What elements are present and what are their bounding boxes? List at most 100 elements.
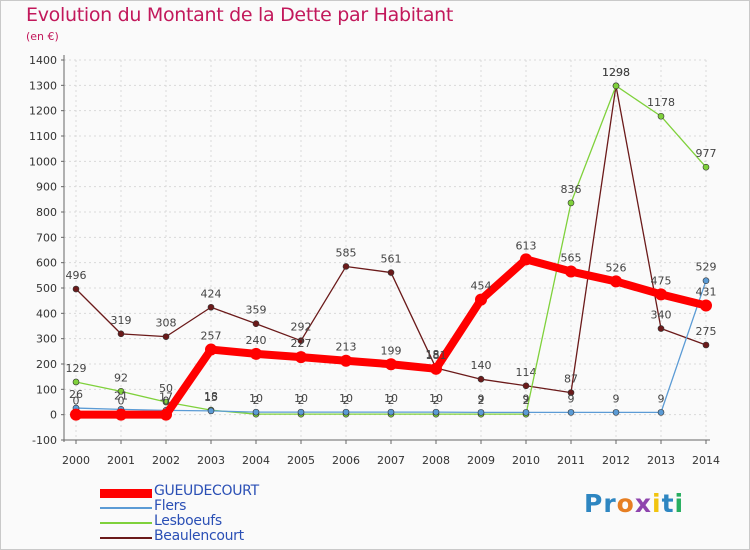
- x-tick-label: 2009: [467, 454, 495, 467]
- data-label-gueudecourt: 475: [651, 274, 672, 287]
- data-point-beaulencourt: [162, 333, 170, 340]
- y-tick-label: 1100: [29, 130, 57, 143]
- data-label-lesboeufs: 2: [433, 394, 440, 407]
- chart-unit: (en €): [26, 30, 59, 43]
- data-point-gueudecourt: [385, 358, 397, 371]
- legend-label-lesboeufs: Lesboeufs: [154, 513, 222, 529]
- x-tick-label: 2005: [287, 454, 315, 467]
- data-label-lesboeufs: 2: [523, 394, 530, 407]
- data-label-gueudecourt: 0: [163, 395, 170, 408]
- data-point-flers: [297, 408, 305, 416]
- data-label-gueudecourt: 213: [336, 341, 357, 354]
- legend-label-flers: Flers: [154, 498, 187, 514]
- data-point-beaulencourt: [207, 303, 215, 311]
- data-label-lesboeufs: 2: [298, 394, 305, 407]
- data-label-flers: 9: [658, 392, 665, 405]
- data-label-flers: 529: [696, 261, 717, 274]
- y-tick-label: 100: [36, 383, 57, 396]
- logo-letter: o: [616, 489, 635, 518]
- data-point-gueudecourt: [160, 408, 172, 421]
- x-tick-label: 2001: [107, 454, 135, 467]
- data-point-flers: [342, 408, 350, 416]
- data-point-gueudecourt: [70, 408, 82, 421]
- data-point-beaulencourt: [72, 285, 80, 293]
- x-tick-label: 2006: [332, 454, 360, 467]
- x-tick-label: 2013: [647, 454, 675, 467]
- y-tick-label: 500: [36, 282, 57, 295]
- data-point-flers: [432, 408, 440, 416]
- data-label-flers: 9: [478, 392, 485, 405]
- data-point-lesboeufs: [72, 378, 80, 386]
- data-label-lesboeufs: 2: [253, 394, 260, 407]
- data-point-beaulencourt: [522, 382, 530, 390]
- data-point-gueudecourt: [250, 347, 262, 360]
- legend-label-gueudecourt: GUEUDECOURT: [154, 483, 259, 499]
- data-label-lesboeufs: 129: [66, 362, 87, 375]
- data-label-beaulencourt: 340: [651, 309, 672, 322]
- data-point-gueudecourt: [565, 265, 577, 278]
- data-label-gueudecourt: 454: [471, 280, 492, 293]
- data-label-gueudecourt: 240: [246, 334, 267, 347]
- data-label-gueudecourt: 0: [73, 395, 80, 408]
- data-label-lesboeufs: 2: [343, 394, 350, 407]
- logo-letter: r: [603, 489, 617, 518]
- data-label-beaulencourt: 319: [111, 314, 132, 327]
- logo-letter: P: [584, 489, 604, 518]
- data-point-flers: [702, 277, 710, 284]
- data-point-gueudecourt: [340, 354, 352, 367]
- y-tick-label: 200: [36, 358, 57, 371]
- data-label-flers: 10: [429, 392, 443, 405]
- data-label-gueudecourt: 199: [381, 344, 402, 357]
- x-tick-label: 2014: [692, 454, 720, 467]
- data-label-beaulencourt: 87: [564, 373, 578, 386]
- legend-label-beaulencourt: Beaulencourt: [154, 528, 244, 544]
- data-point-lesboeufs: [117, 388, 125, 395]
- y-tick-label: 800: [36, 206, 57, 219]
- data-label-beaulencourt: 140: [471, 359, 492, 372]
- data-label-lesboeufs: 92: [114, 371, 128, 384]
- data-label-flers: 9: [613, 392, 620, 405]
- x-tick-label: 2012: [602, 454, 630, 467]
- x-tick-label: 2011: [557, 454, 585, 467]
- data-label-gueudecourt: 0: [118, 395, 125, 408]
- chart-title: Evolution du Montant de la Dette par Hab…: [26, 4, 454, 26]
- data-label-flers: 26: [69, 388, 83, 401]
- data-label-beaulencourt: 275: [696, 325, 717, 338]
- y-tick-label: 0: [50, 409, 57, 422]
- x-tick-label: 2004: [242, 454, 270, 467]
- x-tick-label: 2007: [377, 454, 405, 467]
- data-label-lesboeufs: 977: [696, 147, 717, 160]
- data-point-beaulencourt: [252, 320, 260, 328]
- y-tick-label: -100: [32, 434, 57, 447]
- data-point-flers: [252, 408, 260, 416]
- x-tick-label: 2002: [152, 454, 180, 467]
- data-label-gueudecourt: 613: [516, 239, 537, 252]
- data-label-beaulencourt: 496: [66, 269, 87, 282]
- data-point-flers: [657, 409, 665, 416]
- y-tick-label: 600: [36, 257, 57, 270]
- y-tick-label: 1000: [29, 155, 57, 168]
- x-tick-label: 2008: [422, 454, 450, 467]
- data-label-flers: 9: [523, 392, 530, 405]
- data-label-lesboeufs: 1298: [602, 66, 630, 79]
- proxiti-logo: Proxiti: [584, 489, 684, 518]
- legend-swatch-beaulencourt: [100, 536, 152, 540]
- data-label-beaulencourt: 585: [336, 246, 357, 259]
- data-point-gueudecourt: [430, 362, 442, 375]
- data-point-beaulencourt: [567, 389, 575, 396]
- data-point-lesboeufs: [612, 82, 620, 90]
- data-label-beaulencourt: 114: [516, 366, 537, 379]
- data-label-flers: 10: [249, 392, 263, 405]
- data-point-lesboeufs: [567, 199, 575, 207]
- data-point-lesboeufs: [702, 163, 710, 171]
- data-point-beaulencourt: [387, 269, 395, 276]
- data-label-flers: 9: [568, 392, 575, 405]
- legend-swatch-lesboeufs: [100, 521, 152, 525]
- y-tick-label: 700: [36, 231, 57, 244]
- data-point-gueudecourt: [520, 253, 532, 266]
- data-label-flers: 21: [114, 389, 128, 402]
- data-label-flers: 10: [339, 392, 353, 405]
- data-point-beaulencourt: [702, 341, 710, 349]
- data-label-lesboeufs: 1178: [647, 96, 675, 109]
- logo-letter: x: [634, 489, 652, 518]
